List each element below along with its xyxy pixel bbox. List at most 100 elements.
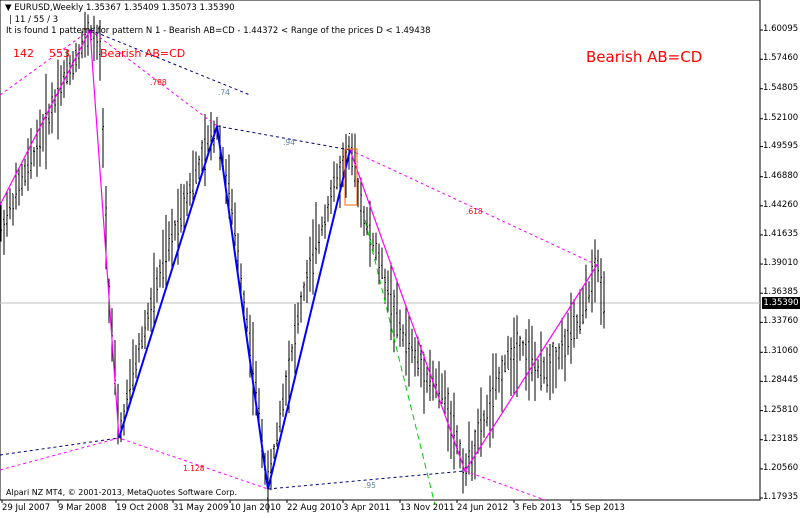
date-tick-label: 19 Oct 2008 xyxy=(116,503,169,513)
price-bar xyxy=(495,353,497,400)
price-bar xyxy=(510,337,512,397)
price-bar xyxy=(333,161,335,202)
price-bar xyxy=(489,375,491,448)
price-bar xyxy=(375,232,377,261)
price-bar xyxy=(180,183,182,233)
price-bar xyxy=(291,344,293,362)
ratio-label: .95 xyxy=(364,481,376,490)
price-bar xyxy=(483,410,485,438)
ratio-diagonal xyxy=(267,470,466,490)
price-bar xyxy=(126,379,128,415)
price-bar xyxy=(558,343,560,370)
price-bar xyxy=(33,146,35,167)
price-tick-label: 1.28445 xyxy=(763,375,799,386)
ratio-diagonal xyxy=(0,29,91,96)
price-bar xyxy=(102,107,104,168)
date-tick-label: 22 Aug 2010 xyxy=(287,503,342,513)
price-tick-label: 1.54805 xyxy=(763,82,799,93)
price-bar xyxy=(429,349,431,402)
price-bar xyxy=(306,259,308,304)
price-bar xyxy=(411,328,413,364)
price-bar xyxy=(408,314,410,387)
price-bar xyxy=(18,168,20,206)
price-bar xyxy=(165,214,167,288)
price-bar xyxy=(135,344,137,379)
price-bar xyxy=(447,387,449,452)
price-bar xyxy=(537,359,539,379)
price-bar xyxy=(549,343,551,401)
pattern-value: 553 xyxy=(49,47,70,60)
price-bar xyxy=(573,299,575,348)
price-tick-label: 1.17935 xyxy=(763,492,799,502)
price-bar xyxy=(513,317,515,395)
ratio-diagonal xyxy=(464,470,546,501)
price-tick-label: 1.23185 xyxy=(763,433,799,444)
ratio-label: 1.128 xyxy=(183,464,205,473)
price-bar xyxy=(309,236,311,292)
price-bar xyxy=(96,24,98,60)
price-bar xyxy=(594,239,596,303)
price-bar xyxy=(204,113,206,187)
price-bar xyxy=(420,344,422,388)
price-bar xyxy=(15,162,17,210)
price-bar xyxy=(36,119,38,177)
pattern-leg xyxy=(0,29,91,206)
price-bar xyxy=(282,383,284,417)
price-bar xyxy=(585,264,587,319)
price-bar xyxy=(363,205,365,236)
price-bar xyxy=(603,271,605,329)
price-bar xyxy=(156,267,158,303)
price-bar xyxy=(147,302,149,331)
current-price-tag: 1.35390 xyxy=(762,297,800,309)
price-bar xyxy=(153,252,155,327)
price-bar xyxy=(267,450,269,513)
price-tick-label: 1.33760 xyxy=(763,316,799,327)
price-bar xyxy=(162,229,164,289)
ratio-label: .74 xyxy=(218,88,230,97)
date-tick-label: 3 Apr 2011 xyxy=(343,503,391,513)
price-bar xyxy=(366,207,368,236)
price-tick-label: 1.31060 xyxy=(763,346,799,357)
price-bar xyxy=(198,155,200,180)
price-bar xyxy=(120,412,122,443)
date-tick-label: 15 Sep 2013 xyxy=(571,503,625,513)
price-bar xyxy=(444,370,446,415)
price-bar xyxy=(9,188,11,220)
zigzag-line xyxy=(118,125,351,490)
price-bar xyxy=(303,281,305,301)
plot-area-border xyxy=(0,0,761,501)
price-bar xyxy=(543,356,545,384)
pattern-count: 142 xyxy=(13,47,34,60)
price-bar xyxy=(129,359,131,401)
price-bar xyxy=(141,326,143,350)
price-bar xyxy=(183,184,185,231)
price-bar xyxy=(315,202,317,265)
copyright-text: Alpari NZ MT4, © 2001-2013, MetaQuotes S… xyxy=(6,488,238,497)
price-bar xyxy=(300,291,302,323)
price-bar xyxy=(417,336,419,377)
price-bar xyxy=(423,351,425,414)
price-bar xyxy=(30,128,32,179)
price-bar xyxy=(246,307,248,333)
date-tick-label: 29 Jul 2007 xyxy=(2,503,51,513)
price-bar xyxy=(582,287,584,325)
ratio-diagonal xyxy=(0,437,269,490)
price-bar xyxy=(579,289,581,335)
price-bar xyxy=(597,249,599,283)
price-bar xyxy=(561,317,563,370)
price-bar xyxy=(192,150,194,205)
price-bar xyxy=(144,310,146,350)
price-bar xyxy=(195,151,197,184)
indicator-params: | 11 / 55 / 3 xyxy=(9,15,59,25)
ratio-diagonal xyxy=(216,125,351,151)
price-tick-label: 1.20560 xyxy=(763,462,799,473)
price-bar xyxy=(93,15,95,62)
date-tick-label: 9 Mar 2008 xyxy=(58,503,107,513)
price-bar xyxy=(324,204,326,239)
price-bar xyxy=(486,394,488,427)
price-tick-label: 1.25810 xyxy=(763,404,799,415)
price-bar xyxy=(600,258,602,325)
price-bar xyxy=(159,259,161,288)
